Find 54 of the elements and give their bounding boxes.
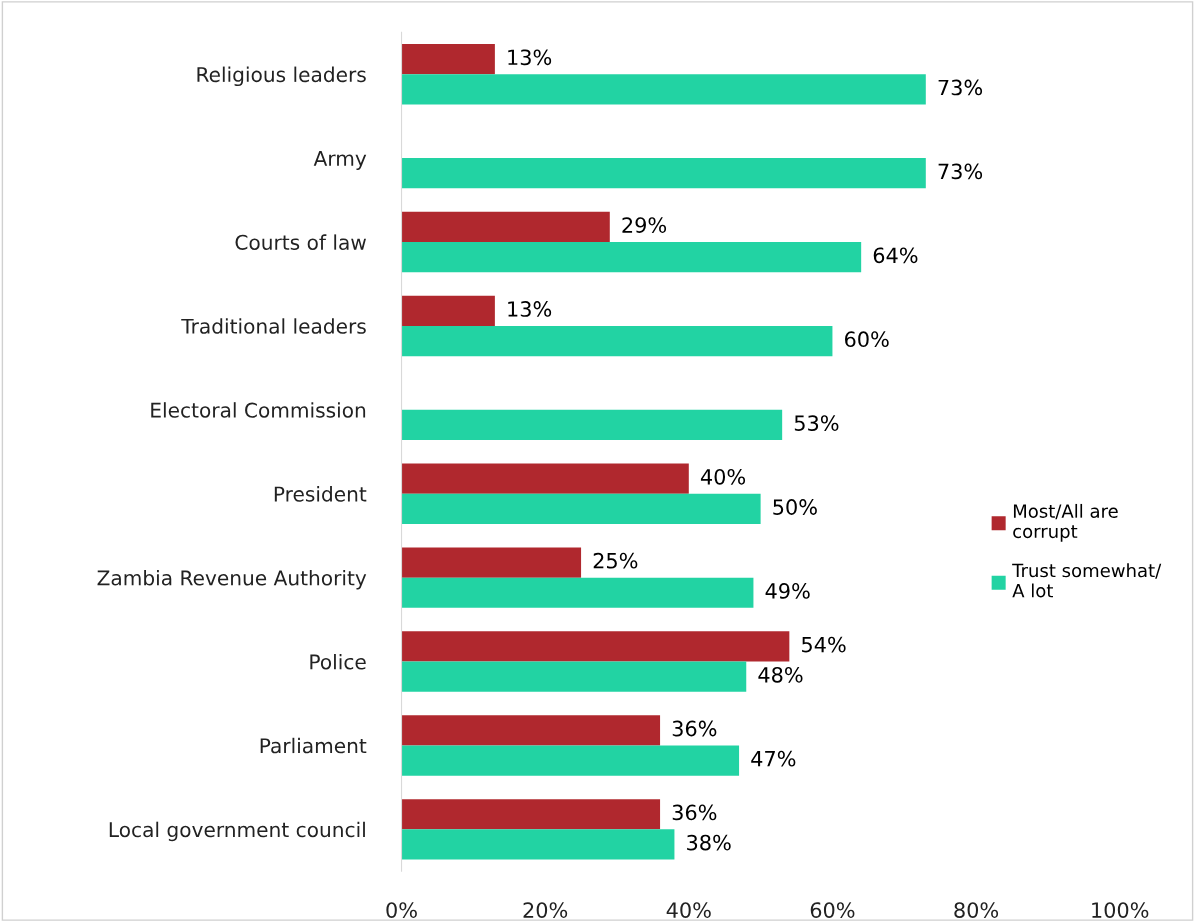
data-label: 13%	[508, 49, 552, 66]
legend-label: Trust somewhat/ A lot	[1012, 563, 1162, 598]
data-label: 49%	[765, 583, 810, 599]
bar	[401, 829, 675, 860]
x-tick-label: 0%	[386, 902, 417, 918]
data-label: 25%	[593, 552, 638, 569]
data-label: 73%	[938, 79, 983, 96]
data-label: 40%	[700, 468, 746, 485]
y-tick-label: Police	[310, 653, 366, 670]
y-tick-label: Electoral Commission	[151, 402, 366, 418]
data-label: 64%	[873, 247, 918, 264]
y-tick-label: Army	[313, 151, 367, 170]
data-label: 38%	[687, 834, 731, 851]
x-tick-label: 20%	[523, 902, 568, 918]
bar	[401, 661, 747, 692]
y-tick-label: Courts of law	[235, 234, 366, 250]
y-tick-label: Religious leaders	[197, 66, 366, 87]
bar	[401, 493, 761, 524]
y-tick-label: Parliament	[260, 737, 367, 754]
data-label: 60%	[845, 331, 889, 348]
data-label: 47%	[751, 750, 796, 767]
bar	[401, 158, 926, 189]
data-label: 73%	[938, 163, 983, 180]
bar	[401, 74, 926, 105]
bar	[401, 325, 833, 357]
y-tick-label: Traditional leaders	[181, 318, 366, 334]
bar	[401, 295, 495, 326]
bar	[401, 577, 754, 608]
data-label: 13%	[508, 301, 552, 317]
data-label: 50%	[773, 499, 817, 515]
bar	[401, 44, 495, 75]
y-tick-label: Zambia Revenue Authority	[97, 569, 367, 590]
x-tick-label: 100%	[1092, 902, 1149, 918]
y-tick-label: Local government council	[109, 821, 365, 842]
data-label: 54%	[802, 636, 846, 653]
bar	[401, 242, 862, 273]
x-tick-label: 80%	[954, 902, 999, 918]
data-label: 36%	[672, 804, 717, 821]
bar	[401, 211, 610, 243]
bar	[401, 463, 689, 494]
data-label: 53%	[794, 415, 839, 431]
x-tick-label: 40%	[666, 902, 711, 918]
legend-label: Most/All are corrupt	[1013, 503, 1118, 542]
data-label: 36%	[672, 720, 717, 737]
bar	[401, 547, 582, 578]
data-label: 29%	[622, 217, 667, 233]
bar	[401, 409, 783, 441]
y-tick-label: President	[274, 486, 367, 502]
bar	[401, 715, 661, 746]
bar	[401, 631, 790, 662]
x-tick-label: 60%	[810, 902, 855, 918]
data-label: 48%	[758, 666, 803, 683]
bar	[401, 799, 661, 830]
bar	[401, 745, 740, 776]
